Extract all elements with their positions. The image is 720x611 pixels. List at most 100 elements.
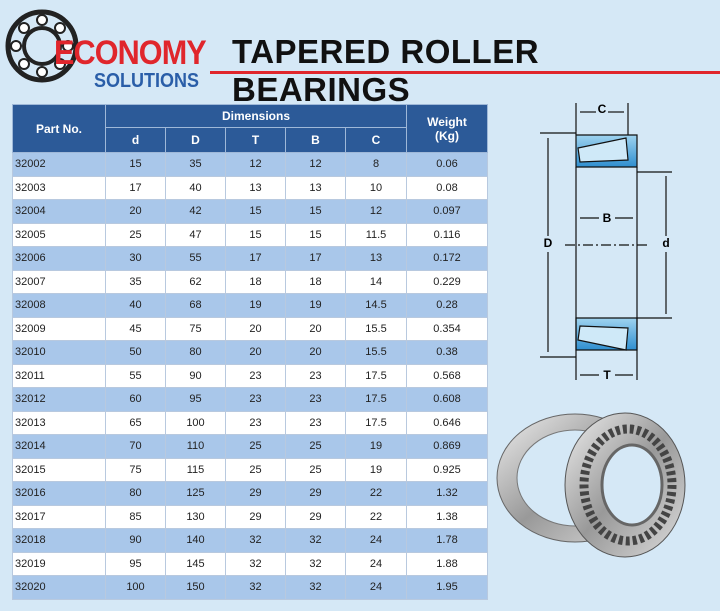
table-row: 32018 90 140 32 32 24 1.78 [12,528,488,553]
cell: 0.354 [406,316,488,341]
part-number: 32006 [12,246,106,271]
table-row: 32008 40 68 19 19 14.5 0.28 [12,293,488,318]
cell: 42 [165,199,226,224]
cell: 130 [165,504,226,529]
part-number: 32010 [12,340,106,365]
cell: 1.32 [406,481,488,506]
cell: 13 [345,246,407,271]
label-big-d: D [544,236,553,250]
cell: 100 [105,575,166,600]
cell: 32 [285,528,346,553]
part-header: Part No. [12,104,106,153]
cell: 50 [105,340,166,365]
cell: 45 [105,316,166,341]
weight-header: Weight (Kg) [406,104,488,153]
cell: 25 [225,434,286,459]
cell: 0.097 [406,199,488,224]
table-row: 32015 75 115 25 25 19 0.925 [12,457,488,482]
cell: 0.06 [406,152,488,177]
cell: 17.5 [345,387,407,412]
bearing-diagram [540,103,672,380]
logo-icon [5,9,79,83]
cell: 90 [165,363,226,388]
cell: 17 [105,175,166,200]
part-number: 32007 [12,269,106,294]
table-row: 32016 80 125 29 29 22 1.32 [12,481,488,506]
cell: 70 [105,434,166,459]
cell: 23 [225,387,286,412]
part-number: 32009 [12,316,106,341]
cell: 15 [285,199,346,224]
cell: 20 [105,199,166,224]
cell: 0.08 [406,175,488,200]
cell: 60 [105,387,166,412]
label-t: T [603,368,611,382]
part-number: 32015 [12,457,106,482]
cell: 29 [285,504,346,529]
column-header: D [165,127,226,153]
cell: 1.95 [406,575,488,600]
cell: 22 [345,481,407,506]
cell: 95 [165,387,226,412]
cell: 13 [285,175,346,200]
cell: 24 [345,528,407,553]
part-number: 32014 [12,434,106,459]
part-number: 32013 [12,410,106,435]
logo-tagline: SOLUTIONS [94,70,200,92]
title-underline [210,71,720,74]
column-header: C [345,127,407,153]
part-number: 32012 [12,387,106,412]
table-row: 32009 45 75 20 20 15.5 0.354 [12,316,488,341]
cell: 20 [285,316,346,341]
cell: 0.925 [406,457,488,482]
cell: 15 [285,222,346,247]
part-number: 32016 [12,481,106,506]
cell: 23 [285,387,346,412]
table-row: 32003 17 40 13 13 10 0.08 [12,175,488,200]
cell: 14.5 [345,293,407,318]
cell: 95 [105,551,166,576]
column-header: d [105,127,166,153]
table-row: 32010 50 80 20 20 15.5 0.38 [12,340,488,365]
cell: 13 [225,175,286,200]
cell: 0.172 [406,246,488,271]
cell: 19 [285,293,346,318]
table-row: 32007 35 62 18 18 14 0.229 [12,269,488,294]
cell: 20 [285,340,346,365]
cell: 20 [225,340,286,365]
cell: 0.28 [406,293,488,318]
cell: 100 [165,410,226,435]
cell: 115 [165,457,226,482]
cell: 150 [165,575,226,600]
cell: 24 [345,575,407,600]
cell: 8 [345,152,407,177]
cell: 85 [105,504,166,529]
column-header: T [225,127,286,153]
cell: 15 [225,222,286,247]
cell: 1.78 [406,528,488,553]
cell: 65 [105,410,166,435]
part-number: 32008 [12,293,106,318]
part-number: 32019 [12,551,106,576]
label-small-d: d [662,236,669,250]
cell: 75 [165,316,226,341]
page-title: TAPERED ROLLER BEARINGS [232,33,540,108]
part-number: 32002 [12,152,106,177]
cell: 90 [105,528,166,553]
cell: 32 [285,551,346,576]
label-c: C [598,102,607,116]
table-row: 32017 85 130 29 29 22 1.38 [12,504,488,529]
table-row: 32013 65 100 23 23 17.5 0.646 [12,410,488,435]
cell: 0.869 [406,434,488,459]
cell: 32 [225,528,286,553]
cell: 19 [225,293,286,318]
cell: 22 [345,504,407,529]
cell: 0.116 [406,222,488,247]
cell: 80 [105,481,166,506]
cell: 17 [285,246,346,271]
table-row: 32005 25 47 15 15 11.5 0.116 [12,222,488,247]
cell: 40 [105,293,166,318]
cell: 140 [165,528,226,553]
